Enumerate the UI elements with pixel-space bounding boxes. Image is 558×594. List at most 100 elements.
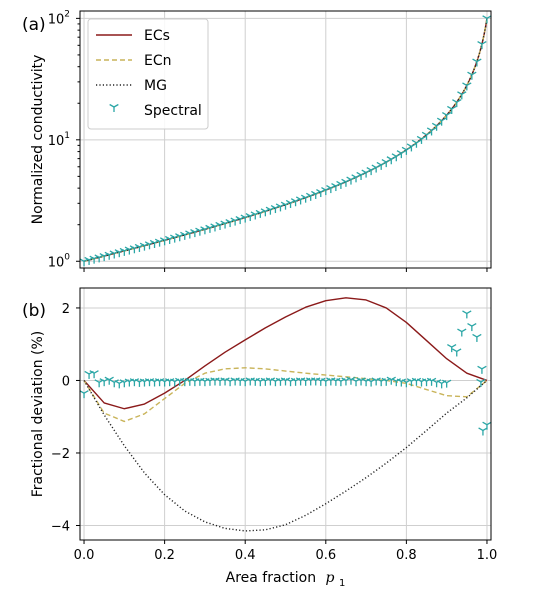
legend: ECs ECn MG Spectral <box>87 18 209 130</box>
panel-b-spectral-marker <box>139 378 150 387</box>
panel-a-spectral-marker <box>426 127 437 136</box>
panel-b-spectral-marker <box>215 377 225 386</box>
panel-b-spectral-marker <box>275 377 286 386</box>
panel-b-x-tick-label: 1.0 <box>477 548 498 563</box>
panel-a-spectral-marker <box>361 169 371 178</box>
panel-b-spectral-marker <box>149 378 160 387</box>
panel-a-spectral-marker <box>391 153 401 162</box>
panel-b-spectral-marker <box>124 378 135 387</box>
panel-b-spectral-marker <box>285 378 296 387</box>
legend-label-ecs: ECs <box>144 28 170 44</box>
panel-b-spectral-marker <box>205 377 215 386</box>
panel-b-y-tick-label: 0 <box>62 374 70 389</box>
panel-b-spectral-marker <box>104 376 114 385</box>
panel-b-y-axis-label: Fractional deviation (%) <box>30 331 46 498</box>
panel-a-y-tick-label: 100 <box>48 252 71 270</box>
panel-b-x-tick-label: 0.6 <box>315 548 336 563</box>
panel-b-x-tick-label: 0.2 <box>154 548 175 563</box>
panel-a-spectral-marker <box>436 117 447 126</box>
panel-b-spectral-marker <box>421 378 432 387</box>
panel-a-y-axis-label: Normalized conductivity <box>30 55 46 225</box>
panel-a-spectral-marker <box>371 164 381 173</box>
panel-a-spectral-marker <box>452 99 462 108</box>
panel-b-spectral-marker <box>255 378 265 387</box>
panel-b-series-ecs <box>83 297 488 410</box>
panel-b-x-tick-label: 0.8 <box>396 548 417 563</box>
panel-a-spectral-marker <box>386 156 396 165</box>
panel-a-spectral-marker <box>447 105 457 114</box>
panel-b-spectral-marker <box>416 378 427 387</box>
panel-a-spectral-marker <box>421 131 432 140</box>
panel-a-spectral-marker <box>457 91 467 100</box>
panel-a-y-tick-base: 10 <box>48 134 65 149</box>
panel-a-spectral-marker <box>411 139 422 148</box>
panel-a-spectral-marker <box>442 112 452 121</box>
panel-a-spectral-marker <box>406 143 417 152</box>
panel-b-x-tick-label: 0.0 <box>74 548 95 563</box>
panel-a-tag: (a) <box>22 15 46 35</box>
panel-b-x-tick-label: 0.4 <box>235 548 256 563</box>
legend-label-ecn: ECn <box>144 53 172 69</box>
panel-b-x-axis-label: Area fraction p 1 <box>226 570 346 589</box>
panel-b-spectral-marker <box>134 378 145 387</box>
panel-b-spectral-marker <box>406 378 417 387</box>
panel-a-spectral-marker <box>381 159 391 168</box>
panel-b-spectral-marker <box>376 378 386 387</box>
panel-b-spectral-marker <box>476 378 486 387</box>
panel-b-spectral-marker <box>462 310 472 319</box>
panel-b-spectral-marker <box>180 378 190 387</box>
panel-a-spectral-marker <box>351 174 361 183</box>
panel-a-spectral-marker <box>472 58 482 67</box>
panel-b-series-mg <box>83 379 488 532</box>
panel-b-spectral-marker <box>478 427 488 436</box>
panel-a-y-tick-base: 10 <box>48 255 65 270</box>
panel-a-spectral-marker <box>326 185 336 194</box>
legend-label-spectral: Spectral <box>144 103 202 119</box>
panel-a-y-tick-exponent: 0 <box>64 252 70 262</box>
legend-label-mg: MG <box>144 78 167 94</box>
panel-a-spectral-marker <box>341 178 351 187</box>
panel-b-y-tick-label: −2 <box>51 447 70 462</box>
panel-a-spectral-marker <box>376 161 386 170</box>
panel-b-spectral-marker <box>457 328 467 337</box>
panel-a-spectral-marker <box>477 41 487 50</box>
panel-b-spectral-marker <box>442 379 452 388</box>
panel-b-y-tick-label: 2 <box>62 302 70 317</box>
panel-a-spectral-marker <box>366 167 376 176</box>
panel-a-spectral-marker <box>462 82 472 91</box>
panel-b-spectral-marker <box>190 378 200 387</box>
panel-a-spectral-marker <box>396 150 407 159</box>
panel-a-spectral-marker <box>336 180 346 189</box>
panel-a-spectral-marker <box>401 146 412 155</box>
panel-a-y-tick-label: 102 <box>48 9 70 27</box>
panel-a-y-tick-label: 101 <box>48 131 70 149</box>
panel-b-tag: (b) <box>22 301 46 321</box>
panel-b-spectral-marker <box>270 378 281 387</box>
panel-b-spectral-marker <box>300 377 311 386</box>
panel-b-spectral-marker <box>200 378 210 387</box>
panel-b-series-ecn <box>83 367 488 423</box>
panel-b-spectral-marker <box>290 377 301 386</box>
panel-a-y-tick-base: 10 <box>48 12 65 27</box>
legend-marker-spectral <box>109 103 119 112</box>
panel-b-spectral-marker <box>477 365 487 374</box>
panel-b-x-axis-label-symbol: p <box>326 570 335 586</box>
panel-b-spectral-marker <box>467 323 477 332</box>
panel-b-x-axis-label-subscript: 1 <box>339 578 345 589</box>
panel-a-spectral-marker <box>331 182 341 192</box>
panel-a-spectral-marker <box>416 135 427 144</box>
panel-b-x-axis-label-text: Area fraction <box>226 570 316 586</box>
panel-a-spectral-marker <box>467 71 477 80</box>
panel-a-spectral-marker <box>346 176 356 185</box>
panel-b-y-tick-label: −4 <box>51 519 70 534</box>
panel-b-spectral-marker <box>89 370 99 379</box>
panel-a-y-tick-exponent: 1 <box>64 131 70 141</box>
panel-b-spectral-marker <box>447 344 457 353</box>
panel-b-spectral-marker <box>452 348 462 357</box>
panel-b-spectral-marker <box>472 333 482 342</box>
panel-a-y-tick-exponent: 2 <box>64 9 70 19</box>
panel-b-plot: (b) −4 −2 0 2 0.0 0.2 0.4 0.6 0.8 1.0 Fractional… <box>22 287 498 589</box>
panel-b-spectral-marker <box>159 378 170 387</box>
